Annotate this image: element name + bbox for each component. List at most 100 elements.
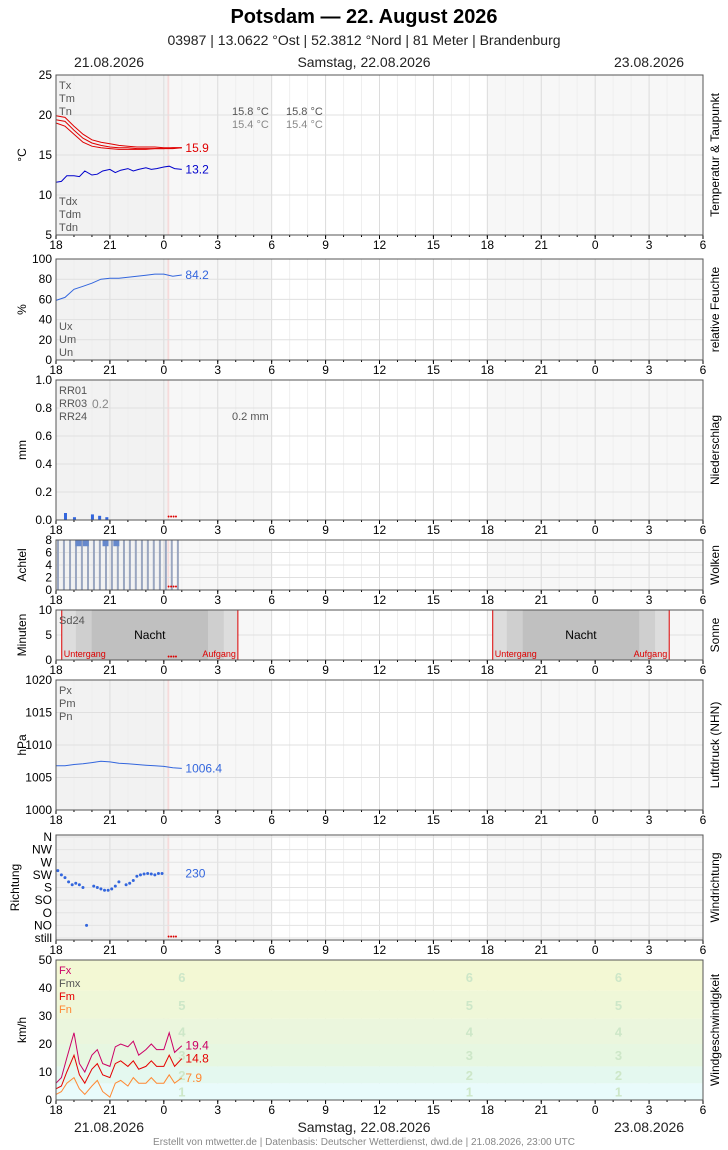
direction-point: [138, 873, 142, 877]
cloud-bar: [74, 540, 77, 590]
x-tick-label: 0: [592, 1103, 599, 1117]
x-tick-label: 21: [535, 363, 549, 377]
x-tick-label: 0: [592, 523, 599, 537]
x-tick-label: 0: [592, 238, 599, 252]
y-tick-label: still: [35, 931, 52, 945]
x-tick-label: 0: [592, 663, 599, 677]
x-tick-label: 0: [160, 663, 167, 677]
x-tick-label: 21: [535, 943, 549, 957]
cloud-highlight: [102, 540, 109, 547]
direction-point: [142, 872, 146, 876]
y-tick-label: 80: [39, 272, 53, 286]
direction-point: [135, 874, 139, 878]
direction-point: [131, 878, 135, 882]
x-tick-label: 18: [481, 523, 495, 537]
x-tick-label: 3: [214, 593, 221, 607]
x-tick-label: 0: [160, 1103, 167, 1117]
x-tick-label: 15: [427, 593, 441, 607]
end-label: 230: [185, 866, 205, 880]
legend-entry: RR01: [59, 385, 87, 397]
x-tick-label: 12: [373, 1103, 387, 1117]
panel-side-label: Wolken: [708, 545, 722, 585]
beaufort-band: [56, 1018, 703, 1044]
y-tick-label: 1020: [25, 673, 52, 687]
y-tick-label: 30: [39, 1009, 53, 1023]
sunset-label: Untergang: [495, 649, 537, 659]
x-tick-label: 18: [49, 663, 63, 677]
panel-side-label: relative Feuchte: [708, 266, 722, 352]
y-tick-label: 1005: [25, 771, 52, 785]
beaufort-band: [56, 1044, 703, 1067]
y-axis-label: °C: [15, 148, 29, 162]
y-tick-label: 2: [45, 571, 52, 585]
y-tick-label: 25: [39, 68, 53, 82]
x-tick-label: 21: [535, 1103, 549, 1117]
direction-point: [99, 887, 103, 891]
panel-side-label: Niederschlag: [708, 415, 722, 485]
date-right-bottom: 23.08.2026: [614, 1119, 685, 1135]
x-tick-label: 18: [49, 363, 63, 377]
y-tick-label: 0.0: [35, 513, 52, 527]
y-tick-label: 10: [39, 188, 53, 202]
stat-annotation: 15.4 °C: [286, 119, 323, 131]
stat-annotation: 15.8 °C: [286, 106, 323, 118]
plot-frame: [55, 679, 704, 811]
x-tick-label: 15: [427, 523, 441, 537]
x-tick-label: 18: [481, 238, 495, 252]
x-tick-label: 6: [268, 523, 275, 537]
x-tick-label: 21: [103, 363, 117, 377]
y-tick-label: 4: [45, 558, 52, 572]
direction-point: [70, 883, 74, 887]
legend-entry: Tn: [59, 106, 72, 118]
night-band: [522, 610, 640, 660]
y-tick-label: 40: [39, 981, 53, 995]
direction-point: [113, 884, 117, 888]
x-tick-label: 0: [592, 363, 599, 377]
x-tick-label: 21: [103, 593, 117, 607]
x-tick-label: 9: [322, 363, 329, 377]
cloud-bar: [158, 540, 161, 590]
beaufort-band: [56, 1066, 703, 1084]
x-tick-label: 3: [214, 813, 221, 827]
x-tick-label: 6: [268, 1103, 275, 1117]
y-tick-label: NO: [34, 918, 52, 932]
beaufort-band: [56, 990, 703, 1019]
legend-entry: Fm: [59, 991, 75, 1003]
precip-bar: [90, 514, 94, 520]
panel-sun: 18 21 0 3 6 9 12 15 18 21 0 3 6 0 5 10 Nacht Untergang Auf…: [15, 603, 722, 677]
direction-point: [149, 872, 153, 876]
y-tick-label: 1015: [25, 706, 52, 720]
x-tick-label: 18: [49, 1103, 63, 1117]
x-tick-label: 0: [160, 523, 167, 537]
cloud-bar: [116, 540, 119, 590]
y-tick-label: 5: [45, 228, 52, 242]
x-tick-label: 18: [481, 1103, 495, 1117]
y-tick-label: 60: [39, 292, 53, 306]
night-label: Nacht: [565, 628, 597, 642]
x-tick-label: 21: [535, 593, 549, 607]
x-tick-label: 3: [646, 523, 653, 537]
y-axis-label: %: [15, 304, 29, 315]
x-tick-label: 3: [646, 593, 653, 607]
y-tick-label: 0: [45, 653, 52, 667]
panel-wind_speed: 18 21 0 3 6 9 12 15 18 21 0 3 6010203040501234561234…: [15, 953, 722, 1117]
precip-bar: [72, 517, 76, 520]
x-tick-label: 6: [268, 663, 275, 677]
direction-point: [160, 871, 164, 875]
x-tick-label: 18: [481, 813, 495, 827]
x-tick-label: 3: [646, 238, 653, 252]
y-axis-label: Achtel: [15, 548, 29, 581]
night-band: [91, 610, 208, 660]
y-axis-label: mm: [15, 440, 29, 460]
rr24-value: 0.2 mm: [232, 411, 269, 423]
cloud-bar: [170, 540, 173, 590]
direction-point: [81, 886, 85, 889]
x-tick-label: 18: [49, 813, 63, 827]
x-tick-label: 0: [592, 813, 599, 827]
x-tick-label: 6: [268, 943, 275, 957]
x-tick-label: 18: [481, 593, 495, 607]
sunset-label: Untergang: [64, 649, 106, 659]
y-tick-label: 0.6: [35, 429, 52, 443]
missing-marker: ••••: [167, 514, 177, 521]
series-line-Tx: [55, 115, 182, 149]
